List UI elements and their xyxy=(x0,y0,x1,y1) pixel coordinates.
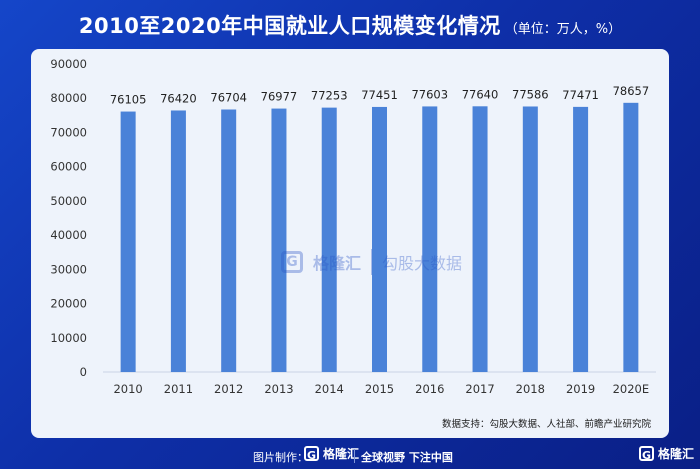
corner-brand: G 格隆汇 xyxy=(638,445,694,462)
x-tick-label: 2014 xyxy=(315,382,344,396)
footer-slogan: 全球视野 下注中国 xyxy=(361,451,453,464)
chart-title-main: 2010至2020年中国就业人口规模变化情况 xyxy=(78,14,501,38)
footer-brand: G 格隆汇 xyxy=(304,445,359,462)
bar-value-label: 76977 xyxy=(261,90,298,104)
bar xyxy=(120,111,136,373)
bar xyxy=(623,102,639,372)
bar-value-label: 77253 xyxy=(311,89,348,103)
bar xyxy=(573,106,589,373)
y-tick-label: 60000 xyxy=(50,160,87,174)
watermark-divider xyxy=(371,249,373,275)
x-tick-label: 2016 xyxy=(415,382,444,396)
bar xyxy=(170,110,186,372)
footer: 图片制作： G 格隆汇 全球视野 下注中国 G 格隆汇 xyxy=(0,442,700,469)
x-tick-label: 2013 xyxy=(264,382,293,396)
x-tick-label: 2019 xyxy=(566,382,595,396)
footer-divider xyxy=(354,449,355,463)
watermark: G 格隆汇 勾股大数据 xyxy=(281,249,462,275)
bar xyxy=(522,106,538,373)
bar-chart: 0 10000 20000 30000 40000 50000 60000 70000 8000… xyxy=(50,57,656,396)
y-tick-label: 50000 xyxy=(50,194,87,208)
bar-value-label: 77640 xyxy=(462,87,499,101)
bar xyxy=(321,107,337,373)
corner-logo-icon: G xyxy=(638,446,654,462)
bar-value-label: 76704 xyxy=(210,91,247,105)
watermark-brand: 格隆汇 xyxy=(313,254,362,273)
watermark-partner: 勾股大数据 xyxy=(382,254,463,273)
y-tick-label: 10000 xyxy=(50,331,87,345)
x-tick-label: 2017 xyxy=(465,382,494,396)
bar-value-label: 78657 xyxy=(613,84,650,98)
footer-made-by: 图片制作： xyxy=(253,451,308,464)
x-tick-label: 2010 xyxy=(113,382,142,396)
watermark-logo-icon: G xyxy=(281,251,303,273)
bar-value-label: 77603 xyxy=(411,87,448,101)
y-tick-label: 90000 xyxy=(50,57,87,71)
bar-value-label: 77471 xyxy=(562,88,599,102)
bar-value-label: 76420 xyxy=(160,91,197,105)
chart-title: 2010至2020年中国就业人口规模变化情况 （单位：万人，%） xyxy=(0,10,700,40)
y-tick-label: 80000 xyxy=(50,91,87,105)
brand-logo-icon: G xyxy=(304,446,319,462)
corner-brand-name: 格隆汇 xyxy=(657,447,694,461)
bar-value-label: 76105 xyxy=(110,93,147,107)
y-tick-label: 20000 xyxy=(50,297,87,311)
x-tick-label: 2012 xyxy=(214,382,243,396)
y-tick-label: 0 xyxy=(80,365,87,379)
chart-card: 0 10000 20000 30000 40000 50000 60000 70000 8000… xyxy=(31,49,669,438)
bar xyxy=(271,108,287,372)
x-tick-label: 2018 xyxy=(516,382,545,396)
data-source: 数据支持：勾股大数据、人社部、前瞻产业研究院 xyxy=(441,419,651,430)
x-tick-label: 2020E xyxy=(613,382,650,396)
bar-value-label: 77451 xyxy=(361,88,398,102)
bar xyxy=(221,109,237,372)
y-tick-label: 30000 xyxy=(50,262,87,276)
x-tick-label: 2015 xyxy=(365,382,394,396)
y-tick-label: 40000 xyxy=(50,228,87,242)
x-tick-label: 2011 xyxy=(164,382,193,396)
bar-value-label: 77586 xyxy=(512,87,549,101)
bar xyxy=(372,106,387,372)
bar xyxy=(472,106,488,372)
bar xyxy=(422,106,438,372)
y-tick-label: 70000 xyxy=(50,125,87,139)
chart-title-unit: （单位：万人，%） xyxy=(504,22,622,37)
footer-brand-name: 格隆汇 xyxy=(323,447,360,461)
